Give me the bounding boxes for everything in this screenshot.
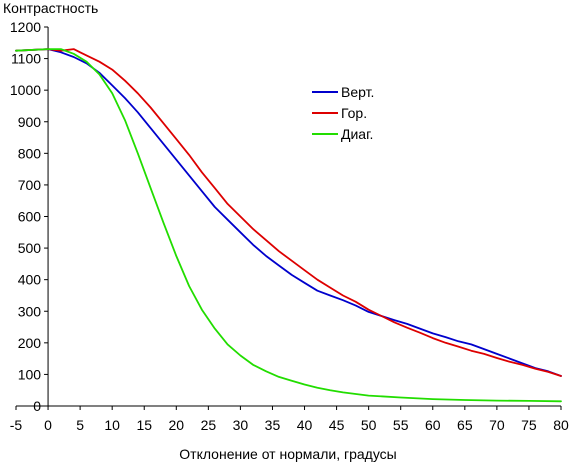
- legend: Верт. Гор. Диаг.: [312, 84, 374, 142]
- y-tick-label: 1200: [10, 19, 41, 35]
- x-axis-title: Отклонение от нормали, градусы: [179, 446, 396, 462]
- y-axis-title: Контрастность: [3, 0, 98, 16]
- y-tick-label: 900: [18, 114, 42, 130]
- x-tick-label: -5: [10, 417, 23, 433]
- y-tick-label: 300: [18, 303, 42, 319]
- x-tick-label: 80: [553, 417, 569, 433]
- y-tick-label: 600: [18, 209, 42, 225]
- series-line-1: [15, 48, 562, 377]
- x-tick-label: 75: [521, 417, 537, 433]
- x-tick-label: 5: [76, 417, 84, 433]
- legend-label: Гор.: [341, 105, 367, 121]
- y-tick-label: 700: [18, 177, 42, 193]
- series-layer: [15, 48, 562, 403]
- x-tick-label: 35: [265, 417, 281, 433]
- y-tick-label: 0: [33, 398, 41, 414]
- x-tick-label: 25: [201, 417, 217, 433]
- x-tick-label: 30: [233, 417, 249, 433]
- y-tick-label: 800: [18, 145, 42, 161]
- y-tick-label: 1000: [10, 82, 41, 98]
- x-tick-label: 50: [361, 417, 377, 433]
- x-tick-label: 40: [297, 417, 313, 433]
- series-line-3: [15, 48, 562, 403]
- x-tick-label: 55: [393, 417, 409, 433]
- x-tick-label: 0: [44, 417, 52, 433]
- legend-label: Диаг.: [341, 126, 373, 142]
- x-tick-label: 20: [169, 417, 185, 433]
- axes: 0100200300400500600700800900100011001200…: [10, 19, 569, 433]
- y-tick-label: 1100: [11, 51, 41, 67]
- y-tick-label: 500: [18, 240, 42, 256]
- legend-label: Верт.: [341, 84, 374, 100]
- y-tick-label: 200: [18, 335, 42, 351]
- x-tick-label: 45: [329, 417, 345, 433]
- x-tick-label: 10: [104, 417, 120, 433]
- x-tick-label: 70: [489, 417, 505, 433]
- y-tick-label: 400: [18, 272, 42, 288]
- y-tick-label: 100: [18, 366, 42, 382]
- x-tick-label: 15: [136, 417, 152, 433]
- x-tick-label: 60: [425, 417, 441, 433]
- x-tick-label: 65: [457, 417, 473, 433]
- series-line-2: [15, 48, 562, 377]
